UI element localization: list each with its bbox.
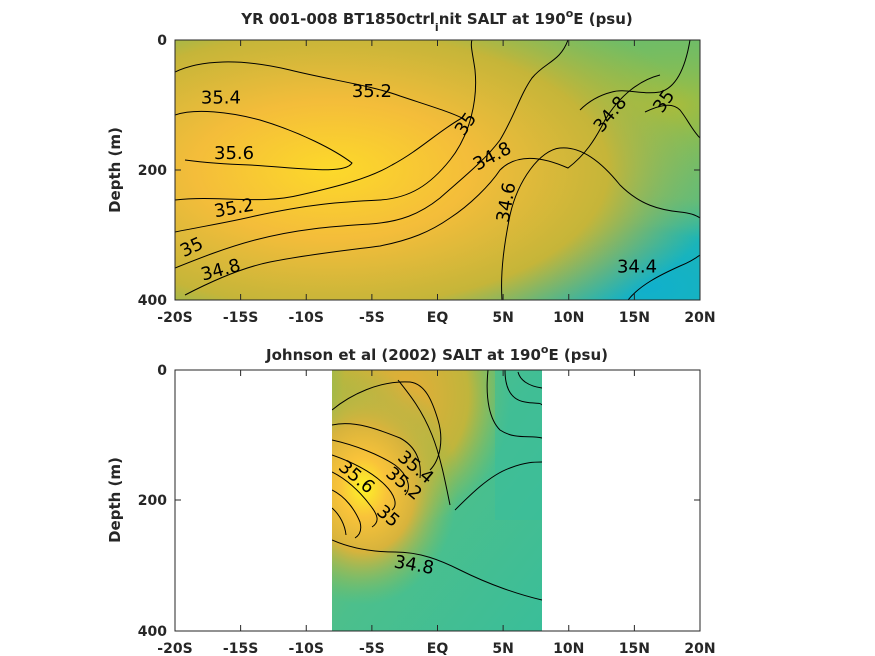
bottom-title: Johnson et al (2002) SALT at 190oE (psu) [265,343,608,364]
bottom-panel: Johnson et al (2002) SALT at 190oE (psu)… [106,343,716,656]
bottom-xtick-label: EQ [427,641,449,656]
top-xtick-label: -15S [223,310,258,326]
bottom-colormap [332,370,542,631]
top-ytick-400: 400 [138,293,167,309]
bottom-xtick-label: 15N [619,641,650,656]
top-ytick-200: 200 [138,163,167,179]
top-contour-lines [175,40,700,300]
top-colormap [175,40,700,300]
top-x-axis: -20S -15S -10S -5S EQ 5N 10N 15N 20N [157,40,716,326]
bottom-xtick-label: -20S [157,641,192,656]
top-ytick-0: 0 [157,33,167,49]
top-y-axis-label: Depth (m) [106,127,124,213]
bottom-contour-lines [332,370,542,601]
top-contour-label: 35.4 [201,88,241,109]
top-xtick-label: -10S [289,310,324,326]
bottom-x-axis: -20S -15S -10S -5S EQ 5N 10N 15N 20N [157,370,716,656]
top-xtick-label: 20N [684,310,715,326]
top-xtick-label: -20S [157,310,192,326]
bottom-ytick-0: 0 [157,363,167,379]
top-xtick-label: 10N [553,310,584,326]
top-xtick-label: 5N [492,310,513,326]
bottom-xtick-label: -10S [289,641,324,656]
top-xtick-label: -5S [359,310,385,326]
top-panel: YR 001-008 BT1850ctrlinit SALT at 190oE … [106,7,716,326]
top-y-axis: 0 200 400 Depth (m) [106,33,700,309]
top-title: YR 001-008 BT1850ctrlinit SALT at 190oE … [240,7,633,34]
bottom-y-axis-label: Depth (m) [106,457,124,543]
bottom-xtick-label: -5S [359,641,385,656]
top-xtick-label: 15N [619,310,650,326]
bottom-xtick-label: -15S [223,641,258,656]
top-contour-label: 35.2 [352,81,392,102]
top-contour-label: 35.6 [214,143,254,164]
bottom-y-axis: 0 200 400 Depth (m) [106,363,700,640]
bottom-xtick-label: 20N [684,641,715,656]
bottom-xtick-label: 10N [553,641,584,656]
bottom-ytick-400: 400 [138,624,167,640]
bottom-xtick-label: 5N [492,641,513,656]
top-xtick-label: EQ [427,310,449,326]
bottom-ytick-200: 200 [138,493,167,509]
top-contour-label: 34.4 [617,257,657,278]
